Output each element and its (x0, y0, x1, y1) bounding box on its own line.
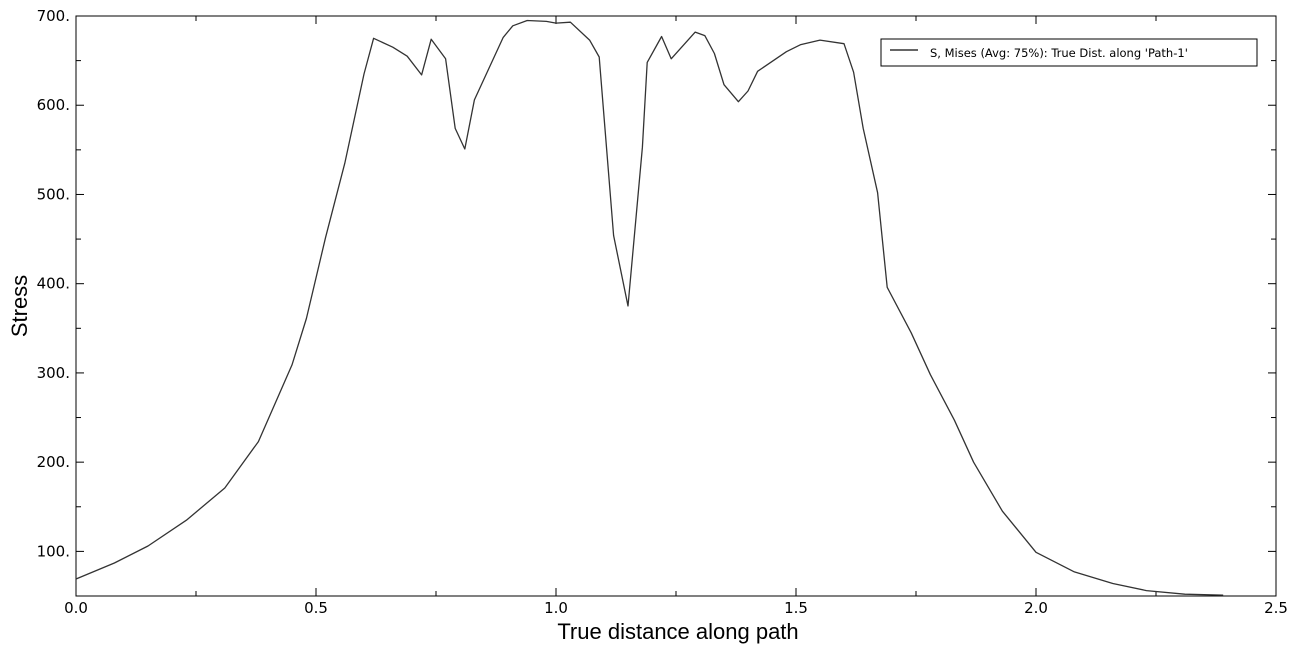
y-tick-label: 100. (37, 542, 70, 560)
y-tick-label: 400. (37, 275, 70, 293)
y-axis-label: Stress (7, 275, 32, 337)
legend-box (880, 38, 1258, 67)
x-tick-labels: 0.0 0.5 1.0 1.5 2.0 2.5 (64, 599, 1288, 617)
plot-area (75, 15, 1277, 597)
x-tick-label: 1.0 (544, 599, 568, 617)
y-tick-labels: 100. 200. 300. 400. 500. 600. 700. (37, 7, 70, 560)
legend: S, Mises (Avg: 75%): True Dist. along 'P… (880, 38, 1258, 67)
y-tick-label: 300. (37, 364, 70, 382)
y-tick-label: 500. (37, 185, 70, 203)
x-tick-label: 0.5 (304, 599, 328, 617)
series-line-0 (75, 19, 1224, 596)
y-tick-label: 200. (37, 453, 70, 471)
y-tick-label: 600. (37, 96, 70, 114)
x-tick-label: 2.5 (1264, 599, 1288, 617)
x-tick-label: 2.0 (1024, 599, 1048, 617)
y-tick-label: 700. (37, 7, 70, 25)
x-tick-label: 1.5 (784, 599, 808, 617)
x-axis-label: True distance along path (557, 619, 798, 644)
axis-ticks (75, 15, 1277, 597)
x-tick-label: 0.0 (64, 599, 88, 617)
legend-entry-label: S, Mises (Avg: 75%): True Dist. along 'P… (930, 46, 1188, 60)
series-layer (75, 19, 1224, 596)
